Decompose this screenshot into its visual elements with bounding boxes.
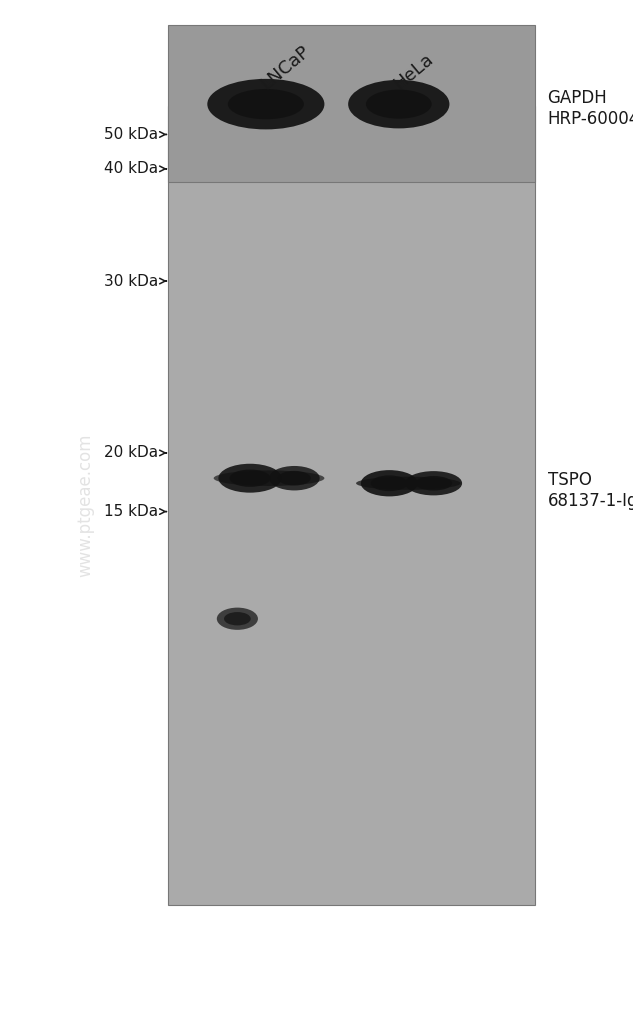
FancyBboxPatch shape	[168, 25, 535, 182]
Text: TSPO
68137-1-Ig: TSPO 68137-1-Ig	[548, 471, 633, 510]
Ellipse shape	[216, 608, 258, 630]
Ellipse shape	[405, 471, 462, 495]
Text: GAPDH
HRP-60004: GAPDH HRP-60004	[548, 89, 633, 127]
Ellipse shape	[361, 470, 418, 496]
Ellipse shape	[228, 89, 304, 119]
Text: 40 kDa: 40 kDa	[104, 162, 158, 176]
Ellipse shape	[213, 470, 324, 486]
Ellipse shape	[356, 476, 461, 489]
Text: 20 kDa: 20 kDa	[104, 446, 158, 460]
Text: HeLa: HeLa	[391, 50, 437, 93]
Ellipse shape	[208, 79, 325, 129]
Ellipse shape	[278, 471, 311, 485]
Ellipse shape	[229, 469, 270, 487]
Ellipse shape	[348, 80, 449, 128]
Ellipse shape	[269, 466, 320, 490]
Ellipse shape	[218, 464, 282, 492]
Text: LNCaP: LNCaP	[258, 41, 313, 93]
Text: www.ptgeae.com: www.ptgeae.com	[77, 434, 94, 577]
Ellipse shape	[371, 475, 408, 491]
Text: 50 kDa: 50 kDa	[104, 127, 158, 142]
Ellipse shape	[415, 476, 452, 490]
Text: 15 kDa: 15 kDa	[104, 504, 158, 519]
Ellipse shape	[366, 90, 432, 118]
FancyBboxPatch shape	[168, 106, 535, 905]
Ellipse shape	[224, 612, 251, 626]
Text: 30 kDa: 30 kDa	[104, 274, 158, 288]
